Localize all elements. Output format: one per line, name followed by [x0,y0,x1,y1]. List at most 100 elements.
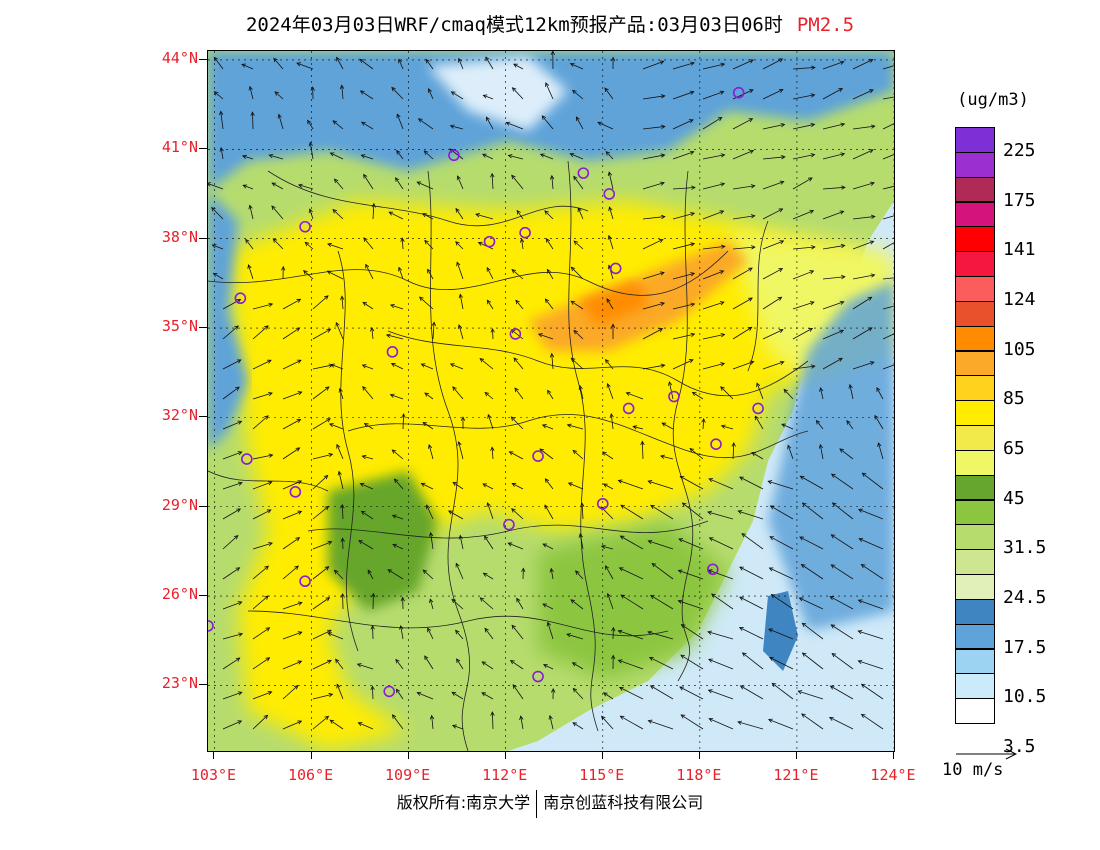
wind-vector [367,569,374,580]
province-border [347,414,809,459]
lon-tick-label: 124°E [870,766,916,784]
wind-vector [876,387,884,400]
wind-vector [458,57,464,70]
wind-vector [708,537,734,550]
north-white [428,56,568,131]
wind-vector [452,481,464,490]
wind-vector [679,686,704,700]
wind-vector [507,542,524,550]
wind-vector [672,150,695,160]
lon-tick [601,751,603,759]
wind-vector [390,363,404,370]
wind-vector [481,153,494,160]
wind-vector [846,420,854,430]
wind-vector [618,567,644,580]
wind-vector [213,56,224,70]
wind-vector [326,270,344,280]
wind-vector [282,480,303,490]
wind-vector [544,210,554,220]
wind-vector [606,298,614,310]
wind-vector [222,420,243,430]
wind-vector [417,118,434,130]
station-marker [752,402,764,415]
wind-vector [222,720,243,730]
wind-vector [852,361,875,370]
wind-vector [572,687,584,700]
wind-vector [360,510,374,520]
station-marker [299,575,311,588]
legend-swatch [955,201,995,228]
taiwan [763,591,798,671]
wind-vector [211,244,224,250]
wind-vector [328,423,344,430]
wind-vector [830,473,854,490]
wind-vector [801,713,824,730]
map-canvas [208,51,894,751]
wind-vector [545,238,554,250]
wind-vector [427,268,434,280]
wind-vector [550,51,555,70]
wind-vector [457,440,464,460]
wind-vector [882,154,894,160]
wind-vector [511,87,524,100]
wind-vector [252,481,273,490]
wind-vector [707,630,734,640]
wind-vector [222,298,242,310]
wind-vector [252,542,273,550]
wind-vector [282,327,301,340]
legend-label: 85 [1003,388,1025,410]
wind-vector [457,324,464,340]
wind-vector [732,326,753,340]
wind-vector [707,689,734,700]
wind-vector [312,566,330,580]
station-marker [732,86,745,99]
lat-tick [199,327,207,329]
wind-vector [421,213,434,220]
wind-vector [672,90,695,100]
wind-vector [732,214,756,220]
station-marker [289,486,302,498]
wind-vector [479,597,494,610]
station-marker [668,390,680,403]
concentration-field [208,51,894,751]
wind-vector [391,714,404,730]
wind-vector [570,266,584,280]
province-border [208,470,329,492]
wind-vector [677,599,704,610]
wind-vector [762,122,786,130]
wind-vector [340,537,345,550]
wind-vector [828,716,854,730]
wind-vector [486,266,494,280]
wind-vector [569,152,584,160]
legend-swatch [955,524,995,551]
wind-vector [252,302,274,310]
wind-vector [787,444,794,460]
wind-vector [738,627,764,640]
legend-label: 24.5 [1003,586,1047,608]
wind-vector [490,327,495,340]
wind-vector [359,58,374,70]
wind-vector [505,121,524,130]
wind-vector [642,94,666,100]
wind-vector [422,569,434,580]
wind-vector [857,599,884,610]
wind-vector [770,594,794,610]
legend-label: 17.5 [1003,636,1047,658]
wind-vector [222,359,242,370]
wind-vector [689,447,704,460]
wind-vector [672,332,696,340]
wind-vector [208,182,224,190]
wind-vector [241,63,254,70]
wind-vector [487,413,494,430]
wind-vector [222,508,242,520]
wind-vector [449,124,464,130]
title-text: 2024年03月03日WRF/cmaq模式12km预报产品:03月03日06时 [245,14,783,36]
lon-tick [310,751,312,759]
pm25-map[interactable] [207,50,895,752]
wind-vector [604,358,614,370]
wind-vector [822,152,846,160]
station-marker [596,497,609,510]
wind-vector [852,214,876,220]
wind-vector [222,451,243,460]
wind-vector [882,123,894,130]
